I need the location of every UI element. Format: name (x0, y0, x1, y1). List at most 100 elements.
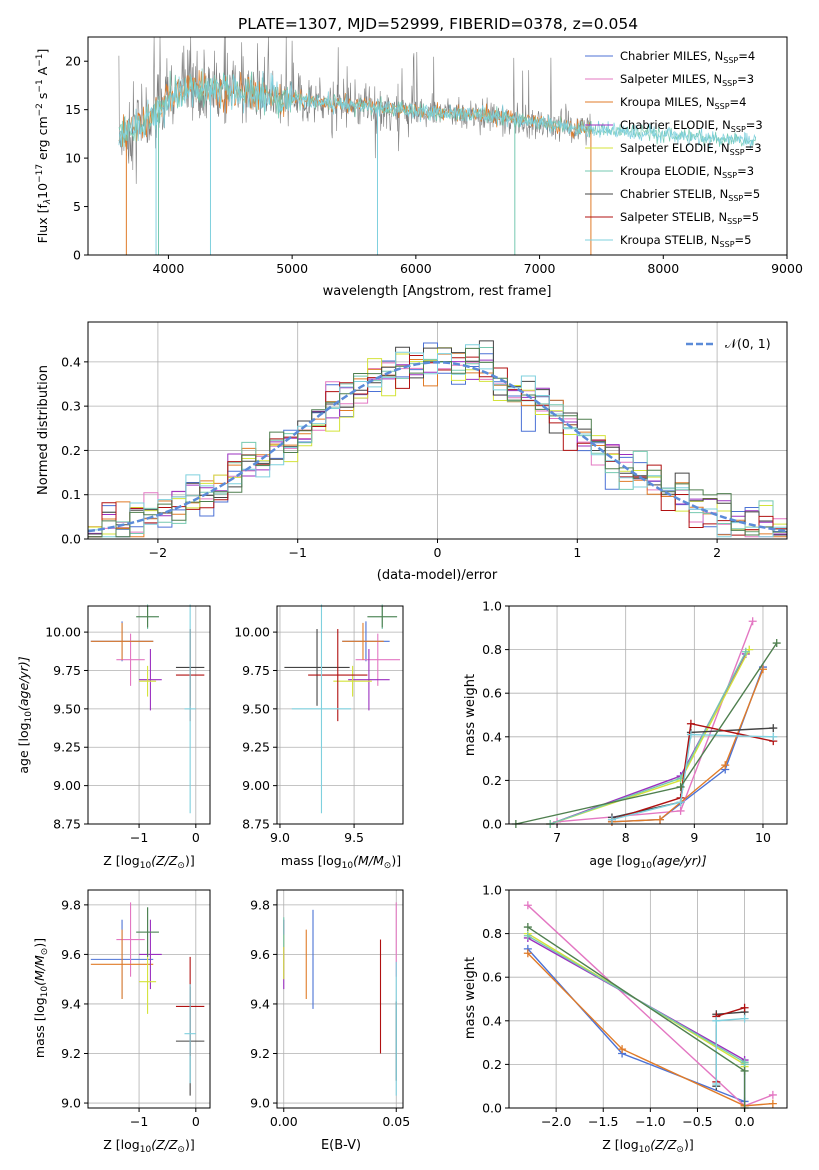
ageZ-xlabel-sub: 10 (140, 861, 152, 871)
mass-weight-vs-metallicity-frame (508, 889, 788, 1109)
y-tick-label: 9.0 (61, 1096, 81, 1111)
y-tick-label: 10 (65, 151, 81, 166)
x-tick-label: 2 (713, 545, 721, 560)
mZ-ylabel-main: mass [log (32, 997, 47, 1058)
legend-label-rest: =4 (738, 49, 755, 63)
y-tick-label: 9.00 (53, 778, 81, 793)
mass-weight-vs-metallicity-lines (523, 901, 777, 1112)
x-tick-label: −0.5 (682, 1114, 712, 1129)
mass-weight-vs-metallicity-panel: −2.0 −1.5 −1.0 −0.5 0.0 0.0 0.2 0.4 0.6 0.8 1.0 Z … (463, 883, 788, 1155)
mZ-ylabel-sub: 10 (40, 986, 50, 998)
spectrum-xlabel: wavelength [Angstrom, rest frame] (323, 284, 552, 299)
mZ-xlabel-close: )] (185, 1137, 195, 1152)
x-tick-label: −2.0 (541, 1114, 571, 1129)
mass-vs-metallicity-panel: −1 09.09.29.49.69.8 Z [log10(Z/Z⊙)] mass … (32, 889, 211, 1155)
legend-label: Salpeter STELIB, NSSP=5 (620, 210, 759, 226)
spectrum-ylabel-exp: −17 (35, 164, 45, 183)
legend-label-rest: =4 (730, 95, 747, 109)
mass-vs-metallicity-ticks: −1 0 9.0 9.2 9.4 9.6 9.8 (61, 897, 200, 1129)
legend-label-main: Salpeter MILES, N (620, 72, 722, 86)
ageM-xlabel-main: mass [log (281, 853, 342, 868)
mass-weight-point-marker (741, 647, 750, 656)
age-vs-mass-frame (276, 605, 404, 825)
legend-label-rest: =3 (737, 164, 754, 178)
residuals-panel: −2 −1 0 1 2 0.0 0.1 0.2 0.3 0.4 𝒩(0, 1) (data-mod… (36, 321, 788, 583)
y-tick-label: 0.4 (482, 1013, 502, 1028)
residuals-ticks: −2 −1 0 1 2 0.0 0.1 0.2 0.3 0.4 (61, 354, 721, 560)
mass-vs-extinction-frame (276, 889, 404, 1109)
x-tick-label: 1 (573, 545, 581, 560)
y-tick-label: 9.4 (61, 996, 81, 1011)
mass-weight-point-marker (740, 1014, 749, 1023)
x-tick-label: 9.5 (344, 830, 364, 845)
legend-label-rest: =3 (737, 72, 754, 86)
mass-weight-point-marker (686, 719, 695, 728)
mass-weight-vs-age-ylabel: mass weight (463, 674, 478, 756)
legend-label: Kroupa ELODIE, NSSP=3 (620, 164, 754, 180)
mass-weight-vs-age-ticks: 7 8 9 10 0.0 0.2 0.4 0.6 0.8 1.0 (482, 599, 771, 846)
y-tick-label: 9.00 (242, 778, 270, 793)
spectrum-ylabel-units: erg cm (35, 116, 50, 164)
y-tick-label: 9.0 (250, 1096, 270, 1111)
y-tick-label: 0.0 (482, 817, 502, 832)
y-tick-label: 0.4 (61, 354, 81, 369)
y-tick-label: 0.3 (61, 399, 81, 414)
age-vs-mass-points (284, 604, 401, 814)
x-tick-label: 6000 (400, 261, 432, 276)
x-tick-label: 8 (622, 830, 630, 845)
figure-title: PLATE=1307, MJD=52999, FIBERID=0378, z=0… (238, 15, 638, 33)
legend-label: Chabrier MILES, NSSP=4 (620, 49, 755, 65)
x-tick-label: 0 (192, 1114, 200, 1129)
legend-label-sub: SSP (727, 217, 742, 226)
wZ-xlabel-sub: 10 (639, 1145, 651, 1155)
mass-vs-extinction-points (283, 902, 397, 1096)
legend-label-main: Chabrier STELIB, N (620, 187, 728, 201)
y-tick-label: 9.75 (53, 663, 81, 678)
ageZ-ylabel-rest: (age/yr)] (16, 656, 31, 711)
model-spectrum-line (118, 70, 757, 149)
mass-weight-vs-metallicity-ylabel: mass weight (463, 957, 478, 1039)
y-tick-label: 15 (65, 102, 81, 117)
wZ-xlabel-sun: ⊙ (676, 1145, 684, 1155)
wZ-xlabel-close: )] (684, 1137, 694, 1152)
mZ-xlabel-sun: ⊙ (177, 1145, 185, 1155)
mass-vs-metallicity-xlabel: Z [log10(Z/Z⊙)] (103, 1137, 194, 1155)
age-vs-metallicity-frame (87, 605, 211, 825)
legend-label-sub: SSP (722, 79, 737, 88)
x-tick-label: 7000 (524, 261, 556, 276)
y-tick-label: 0.2 (482, 773, 502, 788)
spectrum-ylabel-close: ] (35, 49, 50, 54)
age-vs-metallicity-points (90, 604, 205, 814)
legend-label-rest: =5 (742, 210, 759, 224)
mass-weight-point-marker (768, 1099, 777, 1108)
legend-label-sub: SSP (728, 194, 743, 203)
y-tick-label: 9.50 (242, 701, 270, 716)
gaussian-curve (87, 361, 788, 533)
legend-label-sub: SSP (723, 56, 738, 65)
residuals-xlabel: (data-model)/error (377, 568, 498, 583)
x-tick-label: −1 (288, 545, 306, 560)
y-tick-label: 10.00 (234, 625, 270, 640)
legend-label: Kroupa MILES, NSSP=4 (620, 95, 746, 111)
y-tick-label: 8.75 (242, 817, 270, 832)
legend-label-rest: =3 (746, 118, 763, 132)
mZ-ylabel-rest: (M/M (32, 955, 47, 986)
wZ-xlabel-rest: (Z/Z (650, 1137, 677, 1152)
legend-label-main: Kroupa ELODIE, N (620, 164, 722, 178)
mass-weight-vs-age-xlabel: age [log10(age/yr)] (589, 853, 706, 871)
mass-vs-metallicity-frame (87, 889, 211, 1109)
legend-label-sub: SSP (715, 102, 730, 111)
ageZ-xlabel-close: )] (185, 853, 195, 868)
y-tick-label: 5 (73, 199, 81, 214)
mass-weight-vs-metallicity-ticks: −2.0 −1.5 −1.0 −0.5 0.0 0.0 0.2 0.4 0.6 0.8 1.0 (482, 883, 754, 1130)
y-tick-label: 9.6 (61, 947, 81, 962)
residuals-ylabel: Normed distribution (36, 365, 51, 495)
spectrum-ylabel-A: A (35, 66, 50, 79)
model-spectrum-line (118, 68, 757, 148)
x-tick-label: 5000 (276, 261, 308, 276)
x-tick-label: 0.00 (270, 1114, 298, 1129)
wAge-xlabel-rest: (age/yr)] (652, 853, 707, 868)
